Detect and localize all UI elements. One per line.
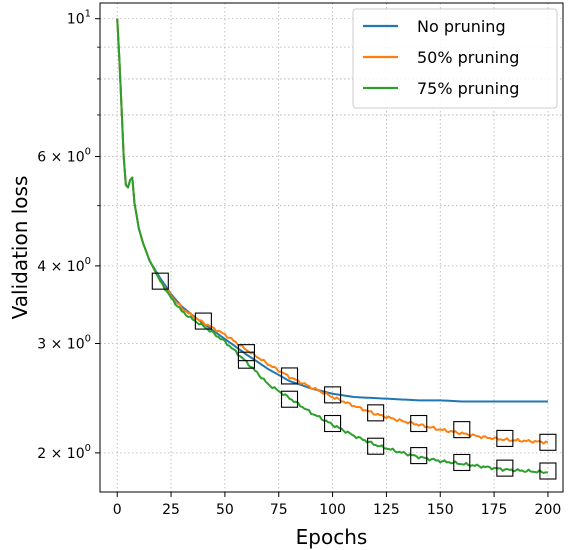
x-tick-label: 0 [113,502,122,518]
y-tick-exp: 0 [85,256,91,267]
pruning-marker [367,404,385,422]
legend-label-1: No pruning [417,17,506,36]
plot-frame [99,2,564,493]
y-tick-label: 4 × 100 [37,256,91,275]
pruning-marker [280,390,299,408]
y-tick-label: 101 [67,9,91,28]
series-line-2 [116,18,549,445]
y-tick-coef: 3 × [37,337,67,353]
pruning-marker [237,351,255,369]
markers-group [151,272,557,480]
pruning-marker [496,429,514,447]
x-tick-label: 100 [319,502,346,518]
y-tick-label: 2 × 100 [37,443,91,462]
x-tick-label: 75 [270,502,288,518]
x-axis-ticks: 0 25 50 75 100 125 150 175 200 [113,492,562,518]
legend-label-3: 75% pruning [417,79,519,98]
pruning-marker [539,433,557,451]
y-tick-coef: 4 × [37,259,67,275]
series-line-3 [116,18,548,474]
y-tick-label: 3 × 100 [37,334,91,353]
legend: No pruning 50% pruning 75% pruning [352,8,558,109]
pruning-marker [410,447,428,465]
x-tick-label: 50 [216,502,234,518]
x-axis-title: Epochs [296,525,368,549]
pruning-marker [367,437,385,455]
y-tick-base: 10 [67,446,85,462]
legend-label-2: 50% pruning [417,48,519,67]
x-tick-label: 125 [373,502,400,518]
pruning-marker [324,386,342,404]
y-tick-exp: 0 [85,443,91,454]
pruning-marker [194,312,212,330]
pruning-marker [453,421,471,439]
x-tick-label: 175 [481,502,508,518]
y-tick-base: 10 [67,337,85,353]
y-tick-base: 10 [67,259,85,275]
pruning-marker [539,462,557,480]
x-tick-label: 25 [162,502,180,518]
y-tick-coef: 6 × [37,150,67,166]
series-group [116,18,549,474]
pruning-marker [453,453,471,472]
pruning-marker [410,414,428,433]
x-tick-label: 200 [535,502,562,518]
pruning-marker [280,367,299,385]
y-tick-coef: 2 × [37,446,67,462]
y-tick-exp: 0 [85,334,91,345]
y-tick-exp: 0 [85,147,91,158]
y-tick-exp: 1 [85,9,91,20]
legend-box [352,8,558,109]
y-tick-base: 10 [67,12,85,28]
x-tick-label: 150 [427,502,454,518]
pruning-marker [324,414,342,433]
y-axis-title: Validation loss [8,176,32,320]
y-tick-base: 10 [67,150,85,166]
pruning-marker [151,272,169,290]
y-tick-label: 6 × 100 [37,147,91,166]
pruning-marker [496,459,514,477]
